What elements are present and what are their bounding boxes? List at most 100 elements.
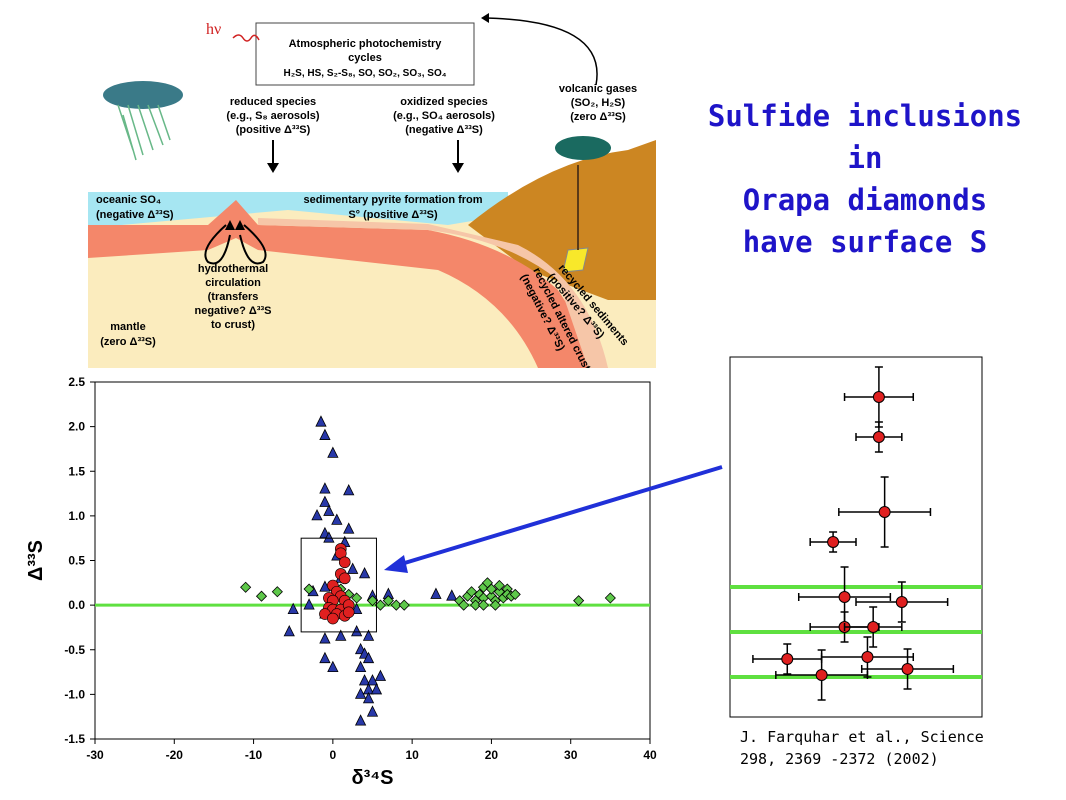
x-tick-label: -30: [86, 748, 104, 762]
y-tick-label: 1.0: [68, 509, 85, 523]
triangle-point: [319, 428, 331, 440]
diamond-point: [573, 595, 585, 607]
photochem-line2: cycles: [348, 52, 382, 64]
inset-scatter-chart: [729, 356, 983, 718]
inset-circle-point: [827, 536, 840, 548]
triangle-point: [362, 691, 375, 704]
diamond-point: [398, 599, 410, 611]
triangle-point: [446, 589, 458, 601]
volcanic-label-3: (zero Δ³³S): [570, 111, 626, 123]
triangle-point: [347, 562, 359, 574]
inset-circle-point: [878, 506, 891, 518]
x-tick-label: -10: [245, 748, 263, 762]
oceanic-label-1: oceanic SO₄: [96, 194, 161, 206]
reduced-label-3: (positive Δ³³S): [236, 124, 311, 136]
pyrite-label-1: sedimentary pyrite formation from: [303, 194, 482, 206]
title-line-3: have surface S: [742, 225, 988, 259]
volcanic-label-1: volcanic gases: [559, 83, 637, 95]
triangle-point: [283, 625, 295, 637]
reduced-label-1: reduced species: [230, 96, 316, 108]
title-line-1: Sulfide inclusions in: [707, 99, 1023, 175]
diamond-point: [374, 599, 386, 611]
triangle-point: [331, 513, 343, 525]
diamond-point: [489, 599, 501, 611]
triangle-point: [374, 669, 387, 681]
triangle-point: [366, 674, 379, 686]
y-tick-label: 1.5: [68, 464, 85, 478]
triangle-point: [319, 651, 331, 664]
inset-circle-point: [901, 663, 914, 675]
title-line-2: Orapa diamonds: [742, 183, 988, 217]
ocean-region: [88, 192, 508, 228]
diamond-point: [382, 595, 394, 607]
zoom-arrow-shaft: [397, 465, 723, 567]
diamond-point: [303, 583, 315, 595]
triangle-point: [311, 508, 323, 521]
x-tick-label: 30: [564, 748, 578, 762]
triangle-point: [343, 483, 355, 496]
triangle-point: [354, 714, 367, 726]
diamond-point: [255, 590, 268, 602]
inset-circle-point: [895, 596, 908, 608]
x-tick-label: -20: [166, 748, 184, 762]
mantle-label-1: mantle: [110, 321, 145, 333]
diamond-point: [493, 579, 505, 592]
zoom-arrow-head: [384, 555, 408, 573]
diamond-point: [271, 586, 283, 598]
sulfur-cycle-diagram: Atmospheric photochemistry cycles H₂S, H…: [88, 13, 656, 368]
y-axis-label: Δ³³S: [25, 540, 47, 581]
triangle-point: [354, 687, 367, 699]
volcanic-plume: [555, 136, 611, 160]
citation-line-1: J. Farquhar et al., Science: [740, 728, 984, 746]
circulation-arrow-left: [204, 224, 231, 265]
oxidized-label-3: (negative Δ³³S): [405, 124, 483, 136]
y-tick-label: -1.5: [64, 732, 85, 746]
triangle-point: [303, 598, 315, 610]
x-tick-label: 0: [330, 748, 337, 762]
triangle-point: [350, 625, 363, 637]
zoom-arrow: [384, 465, 723, 573]
hydro-label-5: to crust): [211, 319, 255, 331]
triangle-point: [315, 415, 327, 427]
circle-point: [327, 612, 339, 625]
triangle-point: [327, 660, 339, 673]
triangle-point: [362, 651, 375, 664]
photochem-line3: H₂S, HS, S₂-S₈, SO, SO₂, SO₃, SO₄: [284, 68, 447, 79]
pyrite-label-2: S° (positive Δ³³S): [348, 209, 438, 221]
oceanic-crust: [88, 200, 608, 368]
oxidized-label-1: oxidized species: [400, 96, 487, 108]
inset-circle-point: [872, 431, 885, 443]
triangle-point: [430, 587, 442, 599]
triangle-point: [370, 683, 383, 695]
diamond-point: [604, 592, 616, 604]
hv-label: hν: [206, 21, 221, 38]
y-tick-label: 2.5: [68, 375, 85, 389]
triangle-point: [354, 660, 367, 673]
circle-point: [338, 572, 351, 585]
diamond-point: [240, 581, 252, 593]
citation: J. Farquhar et al., Science 298, 2369 -2…: [740, 726, 1020, 770]
zoom-box: [300, 537, 377, 633]
triangle-point: [327, 446, 339, 458]
mantle-label-2: (zero Δ³³S): [100, 336, 156, 348]
oceanic-label-2: (negative Δ³³S): [96, 209, 174, 221]
triangle-point: [358, 674, 371, 686]
circle-point: [342, 606, 355, 619]
diamond-point: [485, 583, 497, 595]
triangle-point: [287, 602, 299, 614]
inset-circle-point: [861, 651, 874, 663]
volcano-to-box-arrow: [482, 17, 598, 86]
inset-circle-point: [872, 391, 885, 403]
inset-circle-point: [838, 591, 851, 603]
circulation-arrow-right: [239, 224, 267, 265]
triangle-point: [323, 531, 335, 543]
triangle-point: [323, 504, 335, 516]
slide-title: Sulfide inclusions in Orapa diamonds hav…: [690, 95, 1040, 263]
hydro-label-2: circulation: [205, 277, 261, 289]
triangle-point: [358, 566, 371, 579]
magma-chamber: [562, 247, 589, 273]
inset-circle-point: [867, 621, 880, 633]
citation-line-2: 298, 2369 -2372 (2002): [740, 750, 939, 768]
x-tick-label: 40: [643, 748, 657, 762]
diamond-point: [509, 588, 521, 600]
